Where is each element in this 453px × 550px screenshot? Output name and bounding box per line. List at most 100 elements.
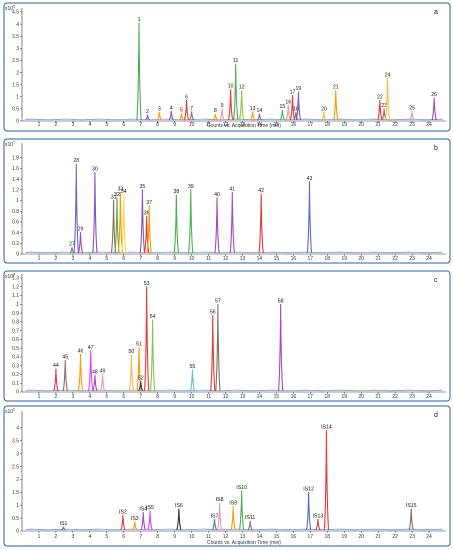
x-tick-label: 7	[139, 256, 142, 262]
y-tick-label: 1	[16, 94, 19, 100]
peak-label-38: 38	[173, 189, 179, 195]
baseline-trace	[25, 389, 443, 392]
peak-12	[238, 90, 245, 121]
peak-label-8: 8	[214, 108, 217, 114]
peak-IS2	[120, 514, 126, 531]
x-tick-label: 22	[392, 122, 398, 128]
y-tick-label: 0.2	[12, 372, 19, 378]
peak-label-IS8: IS8	[216, 497, 224, 503]
x-tick-label: 9	[173, 122, 176, 128]
x-tick-label: 24	[426, 394, 432, 400]
peak-label-37: 37	[146, 200, 152, 206]
peak-label-9: 9	[221, 103, 224, 109]
peak-label-35: 35	[140, 184, 146, 190]
x-tick-label: 21	[375, 534, 381, 540]
x-tick-label: 12	[223, 122, 229, 128]
peak-label-IS11: IS11	[245, 515, 255, 521]
y-scale-exponent: 7	[13, 141, 15, 145]
x-tick-label: 6	[122, 394, 125, 400]
x-tick-label: 17	[308, 394, 314, 400]
peak-56	[210, 315, 216, 392]
y-tick-label: 3.5	[12, 34, 19, 40]
peak-label-20: 20	[321, 107, 327, 113]
peak-IS6	[176, 508, 182, 531]
peak-label-IS12: IS12	[303, 486, 314, 492]
peak-label-56: 56	[210, 310, 216, 316]
x-tick-label: 13	[240, 394, 246, 400]
peak-47	[88, 350, 94, 392]
peak-IS10	[238, 490, 245, 531]
baseline-trace	[25, 251, 443, 254]
x-tick-label: 24	[426, 256, 432, 262]
peak-49	[99, 373, 106, 392]
x-tick-label: 14	[257, 534, 263, 540]
x-tick-label: 5	[105, 394, 108, 400]
peak-21	[333, 90, 339, 121]
y-tick-label: 0	[16, 252, 19, 258]
peak-2	[145, 114, 150, 121]
peak-39	[188, 189, 194, 254]
x-tick-label: 16	[291, 122, 297, 128]
peak-label-27: 27	[69, 242, 75, 248]
peak-IS4	[140, 511, 146, 531]
x-tick-label: 22	[392, 256, 398, 262]
peak-8	[212, 113, 218, 121]
x-tick-label: 7	[139, 534, 142, 540]
peak-label-21: 21	[333, 85, 339, 91]
x-tick-label: 1	[38, 256, 41, 262]
peak-label-54: 54	[150, 314, 156, 320]
y-tick-label: 0	[16, 119, 19, 125]
peak-22	[377, 99, 383, 121]
peak-35	[139, 189, 146, 254]
x-tick-label: 20	[358, 256, 364, 262]
peak-label-43: 43	[307, 176, 313, 182]
x-tick-label: 19	[341, 534, 347, 540]
x-tick-label: 6	[122, 122, 125, 128]
peak-label-26: 26	[431, 92, 437, 98]
baseline-trace	[25, 528, 443, 531]
peak-label-6: 6	[185, 94, 188, 100]
peak-IS15	[408, 508, 414, 531]
peak-label-57: 57	[215, 298, 221, 304]
x-tick-label: 17	[308, 534, 314, 540]
peak-label-2: 2	[146, 109, 149, 115]
peak-label-1: 1	[138, 17, 141, 23]
peak-label-34: 34	[121, 189, 127, 195]
y-tick-label: 3.5	[12, 438, 19, 444]
peak-38	[173, 194, 179, 254]
peak-46	[77, 353, 84, 392]
peak-9	[219, 108, 225, 121]
peak-label-IS10: IS10	[236, 485, 247, 491]
x-tick-label: 23	[409, 534, 415, 540]
x-tick-label: 20	[358, 394, 364, 400]
peak-34	[121, 194, 127, 254]
y-tick-label: 2	[16, 477, 19, 483]
y-tick-label: 0.6	[12, 337, 19, 343]
panel-frame	[3, 2, 451, 132]
peak-label-19: 19	[296, 86, 302, 92]
y-scale-label: x107	[5, 141, 15, 149]
peak-label-4: 4	[170, 105, 173, 111]
peak-label-32: 32	[114, 192, 120, 198]
x-tick-label: 19	[341, 122, 347, 128]
peak-6	[183, 99, 190, 121]
peak-16	[285, 104, 291, 121]
x-tick-label: 13	[240, 534, 246, 540]
y-tick-label: 0.8	[12, 209, 19, 215]
x-tick-label: 16	[291, 256, 297, 262]
peak-label-39: 39	[188, 184, 194, 190]
peak-label-46: 46	[78, 348, 84, 354]
y-tick-label: 0.5	[12, 516, 19, 522]
x-tick-label: 23	[409, 122, 415, 128]
y-tick-label: 2.5	[12, 464, 19, 470]
x-tick-label: 14	[257, 122, 263, 128]
panel-frame	[3, 270, 451, 402]
peak-label-23: 23	[381, 103, 387, 109]
peak-15	[279, 109, 285, 121]
peak-32	[114, 197, 120, 254]
x-tick-label: 16	[291, 534, 297, 540]
peak-label-48: 48	[92, 369, 98, 375]
peak-label-24: 24	[385, 73, 391, 79]
x-tick-label: 11	[206, 394, 211, 400]
